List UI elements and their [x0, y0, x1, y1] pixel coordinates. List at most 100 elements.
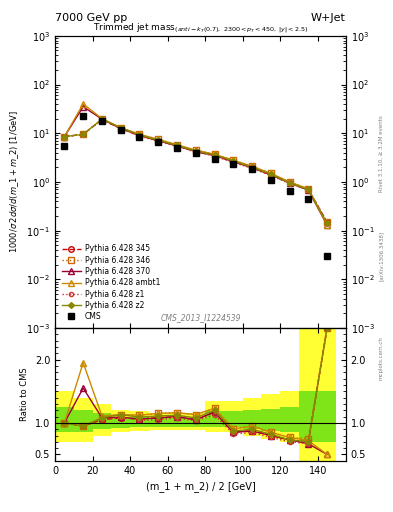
Pythia 6.428 370 [287, 180, 292, 186]
Pythia 6.428 370 [212, 153, 217, 159]
Pythia 6.428 345 [99, 117, 104, 123]
Pythia 6.428 ambt1 [250, 163, 254, 169]
Pythia 6.428 346 [212, 151, 217, 157]
Pythia 6.428 z1 [325, 221, 329, 227]
Pythia 6.428 z1 [99, 117, 104, 123]
Line: Pythia 6.428 z1: Pythia 6.428 z1 [62, 118, 329, 226]
Pythia 6.428 z1 [62, 134, 67, 140]
Pythia 6.428 z2 [99, 116, 104, 122]
Pythia 6.428 z2 [62, 134, 67, 140]
Text: mcplots.cern.ch: mcplots.cern.ch [379, 336, 384, 380]
CMS [99, 118, 104, 124]
Pythia 6.428 370 [268, 172, 273, 178]
Y-axis label: $1000/\sigma\,2d\sigma/d(m\_1 + m\_2)$ [1/GeV]: $1000/\sigma\,2d\sigma/d(m\_1 + m\_2)$ [… [8, 111, 20, 253]
Pythia 6.428 ambt1 [118, 124, 123, 131]
Pythia 6.428 ambt1 [81, 101, 86, 107]
Line: Pythia 6.428 345: Pythia 6.428 345 [62, 117, 330, 225]
Pythia 6.428 345 [306, 186, 311, 193]
Pythia 6.428 345 [212, 153, 217, 159]
Pythia 6.428 z2 [231, 158, 236, 164]
Pythia 6.428 ambt1 [137, 131, 142, 137]
X-axis label: (m_1 + m_2) / 2 [GeV]: (m_1 + m_2) / 2 [GeV] [145, 481, 255, 492]
Pythia 6.428 z1 [118, 125, 123, 132]
Pythia 6.428 345 [325, 219, 329, 225]
Pythia 6.428 346 [137, 131, 142, 137]
CMS [212, 156, 217, 162]
Pythia 6.428 ambt1 [306, 186, 311, 192]
Pythia 6.428 370 [306, 187, 311, 193]
Pythia 6.428 z1 [193, 149, 198, 155]
Pythia 6.428 345 [174, 143, 179, 149]
Pythia 6.428 346 [325, 219, 329, 225]
CMS [174, 145, 179, 151]
Pythia 6.428 345 [231, 159, 236, 165]
Text: CMS_2013_I1224539: CMS_2013_I1224539 [160, 313, 241, 322]
Pythia 6.428 ambt1 [287, 179, 292, 185]
Pythia 6.428 z1 [306, 187, 311, 193]
Pythia 6.428 ambt1 [325, 222, 329, 228]
Pythia 6.428 346 [118, 124, 123, 131]
Pythia 6.428 z1 [231, 159, 236, 165]
CMS [250, 166, 254, 173]
Pythia 6.428 ambt1 [174, 142, 179, 148]
Pythia 6.428 370 [62, 134, 67, 140]
Pythia 6.428 ambt1 [231, 157, 236, 163]
Pythia 6.428 ambt1 [99, 116, 104, 122]
CMS [325, 253, 329, 259]
Text: [arXiv:1306.3438]: [arXiv:1306.3438] [379, 231, 384, 281]
Pythia 6.428 z2 [287, 180, 292, 186]
Pythia 6.428 z1 [212, 153, 217, 159]
CMS [231, 161, 236, 167]
CMS [268, 177, 273, 183]
Pythia 6.428 z1 [250, 165, 254, 172]
Text: W+Jet: W+Jet [311, 13, 346, 23]
Pythia 6.428 345 [62, 134, 67, 140]
CMS [287, 188, 292, 194]
Pythia 6.428 370 [325, 222, 329, 228]
Pythia 6.428 346 [174, 142, 179, 148]
Pythia 6.428 z1 [137, 133, 142, 139]
CMS [306, 196, 311, 202]
Pythia 6.428 345 [287, 180, 292, 186]
Pythia 6.428 z2 [118, 124, 123, 131]
Pythia 6.428 ambt1 [193, 147, 198, 153]
Y-axis label: Ratio to CMS: Ratio to CMS [20, 368, 29, 421]
Pythia 6.428 z1 [81, 131, 86, 137]
Pythia 6.428 345 [137, 133, 142, 139]
Pythia 6.428 z2 [325, 221, 329, 227]
Pythia 6.428 346 [306, 186, 311, 192]
Pythia 6.428 z2 [174, 142, 179, 148]
Line: CMS: CMS [62, 113, 330, 259]
Pythia 6.428 z2 [81, 131, 86, 137]
Pythia 6.428 346 [81, 131, 86, 137]
Pythia 6.428 346 [156, 136, 161, 142]
CMS [81, 113, 86, 119]
Pythia 6.428 z2 [137, 132, 142, 138]
Pythia 6.428 z2 [212, 152, 217, 158]
Pythia 6.428 346 [231, 157, 236, 163]
CMS [193, 150, 198, 156]
Pythia 6.428 z2 [156, 137, 161, 143]
Pythia 6.428 370 [99, 116, 104, 122]
Pythia 6.428 z2 [193, 148, 198, 154]
Pythia 6.428 z2 [268, 171, 273, 177]
Pythia 6.428 346 [268, 170, 273, 177]
Pythia 6.428 345 [250, 164, 254, 170]
CMS [156, 139, 161, 145]
Pythia 6.428 z1 [287, 180, 292, 186]
CMS [118, 127, 123, 133]
Pythia 6.428 345 [193, 148, 198, 155]
Title: Trimmed jet mass$_{(anti-k_{T}(0.7),\ 2300<p_{T}<450,\ |y|<2.5)}$: Trimmed jet mass$_{(anti-k_{T}(0.7),\ 23… [93, 22, 308, 36]
Pythia 6.428 ambt1 [62, 134, 67, 140]
Line: Pythia 6.428 370: Pythia 6.428 370 [62, 104, 330, 228]
Pythia 6.428 346 [62, 134, 67, 140]
Pythia 6.428 z1 [268, 173, 273, 179]
Pythia 6.428 346 [250, 163, 254, 169]
Pythia 6.428 z1 [174, 143, 179, 150]
CMS [62, 143, 67, 149]
Line: Pythia 6.428 346: Pythia 6.428 346 [62, 116, 330, 225]
Pythia 6.428 z2 [250, 164, 254, 170]
Pythia 6.428 370 [174, 143, 179, 149]
Line: Pythia 6.428 ambt1: Pythia 6.428 ambt1 [62, 101, 330, 228]
Pythia 6.428 370 [118, 125, 123, 132]
